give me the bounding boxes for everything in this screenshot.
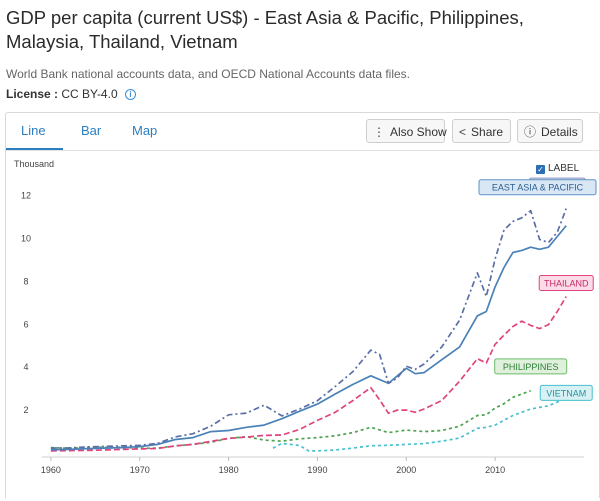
y-tick-label: 12 [21,191,31,201]
page-title: GDP per capita (current US$) - East Asia… [6,7,524,52]
active-tab-indicator [6,148,63,150]
details-button[interactable]: ⓘ Details [517,119,583,143]
share-icon: < [459,125,467,139]
license-line: License : CC BY-4.0 i [6,87,136,101]
x-tick-label: 1960 [41,465,61,475]
series-label: THAILAND [544,278,589,288]
y-axis-unit-label: Thousand [14,159,55,169]
label-toggle-text: LABEL [548,163,580,174]
info-icon[interactable]: i [124,89,136,100]
y-tick-label: 2 [23,405,28,415]
share-button[interactable]: < Share [452,119,511,143]
x-tick-label: 2000 [396,465,416,475]
chart-panel: Line Bar Map ⋮ Also Show < Share ⓘ Details … [5,112,600,498]
label-toggle[interactable]: ✓ LABEL [536,163,579,174]
series-label: VIETNAM [546,388,586,398]
y-tick-label: 10 [21,234,31,244]
y-tick-label: 4 [23,362,28,372]
vertical-dots-icon: ⋮ [373,125,385,139]
series-line-malaysia [50,208,567,449]
data-source-text: World Bank national accounts data, and O… [6,67,411,81]
tab-bar[interactable]: Bar [81,123,102,138]
chart-tab-bar: Line Bar Map ⋮ Also Show < Share ⓘ Details [6,113,599,151]
y-tick-label: 8 [23,276,28,286]
series-label-box [539,384,593,401]
x-tick-label: 2010 [485,465,505,475]
tab-line[interactable]: Line [21,123,46,138]
series-label-box [494,358,568,375]
x-tick-label: 1990 [307,465,327,475]
series-label: EAST ASIA & PACIFIC [492,183,584,193]
details-label: Details [541,125,578,139]
x-tick-label: 1980 [219,465,239,475]
checkbox-checked-icon: ✓ [536,165,545,174]
license-value: CC BY-4.0 [58,87,118,101]
license-label: License : [6,87,59,101]
series-line-east-asia-pacific [50,225,567,451]
x-tick-label: 1970 [130,465,150,475]
series-label-box [478,179,597,196]
info-circle-icon: ⓘ [524,125,537,139]
line-chart: 24681012196019701980199020002010MALAYSIA… [21,177,597,475]
also-show-label: Also Show [390,125,447,139]
y-tick-label: 6 [23,319,28,329]
tab-map[interactable]: Map [132,123,158,138]
series-line-vietnam [272,397,567,452]
also-show-button[interactable]: ⋮ Also Show [366,119,447,143]
series-line-thailand [50,296,567,452]
series-label-box [538,274,594,291]
series-line-philippines [50,390,531,450]
series-label: PHILIPPINES [503,362,559,372]
share-label: Share [471,125,504,139]
